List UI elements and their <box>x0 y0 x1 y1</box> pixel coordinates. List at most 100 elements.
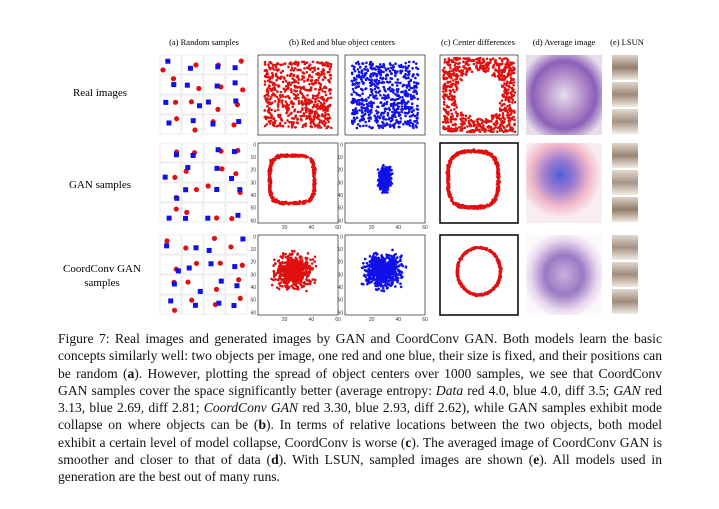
scatter-dot <box>270 108 273 112</box>
scatter-dot <box>400 100 404 103</box>
scatter-dot <box>446 166 449 170</box>
scatter-dot <box>328 92 332 95</box>
red-object <box>219 166 225 172</box>
scatter-dot <box>365 261 369 265</box>
scatter-dot <box>290 120 293 124</box>
scatter-dot <box>310 86 313 89</box>
scatter-dot <box>305 100 309 104</box>
scatter-dot <box>471 58 475 62</box>
scatter-dot <box>286 94 290 98</box>
x-tick-label: 40 <box>309 225 315 231</box>
scatter-dot <box>442 95 445 99</box>
scatter-dot <box>300 273 303 277</box>
scatter-dot <box>309 88 313 92</box>
scatter-dot <box>500 69 504 72</box>
blue-object <box>232 80 238 86</box>
scatter-dot <box>456 68 459 71</box>
x-tick-label: 60 <box>335 225 341 231</box>
scatter-dot <box>305 277 308 281</box>
scatter-dot <box>296 110 300 114</box>
column-header: (d) Average image <box>533 37 596 47</box>
scatter-dot <box>389 89 392 93</box>
scatter-dot <box>511 61 514 65</box>
red-object <box>188 99 195 105</box>
scatter-dot <box>321 78 325 82</box>
blue-object <box>214 165 220 171</box>
scatter-dot <box>287 269 291 272</box>
scatter-dot <box>479 65 483 68</box>
scatter-dot <box>369 79 373 83</box>
scatter-dot <box>442 100 446 104</box>
scatter-dot <box>456 112 459 116</box>
scatter-dot <box>447 97 451 101</box>
scatter-dot <box>392 107 395 110</box>
scatter-dot <box>466 130 469 134</box>
scatter-dot <box>267 63 270 66</box>
scatter-dot <box>412 126 415 130</box>
scatter-dot <box>291 280 295 283</box>
scatter-dot <box>328 67 332 71</box>
scatter-dot <box>397 111 401 114</box>
scatter-dot <box>324 117 327 120</box>
red-object <box>205 183 211 189</box>
scatter-dot <box>364 108 368 112</box>
scatter-dot <box>445 71 449 74</box>
scatter-dot <box>399 117 403 120</box>
scatter-dot <box>372 82 376 86</box>
scatter-dot <box>442 77 446 81</box>
blue-object <box>208 261 214 267</box>
scatter-dot <box>416 97 420 101</box>
scatter-dot <box>468 130 472 133</box>
scatter-dot <box>392 105 395 108</box>
scatter-dot <box>490 120 493 123</box>
scatter-dot <box>390 102 393 106</box>
scatter-dot <box>404 120 407 124</box>
scatter-dot <box>409 79 413 83</box>
scatter-dot <box>368 281 371 285</box>
scatter-dot <box>389 181 393 185</box>
scatter-dot <box>368 277 372 281</box>
scatter-dot <box>272 273 276 277</box>
scatter-dot <box>396 78 400 81</box>
scatter-dot <box>389 262 393 265</box>
scatter-dot <box>311 278 315 281</box>
scatter-dot <box>299 87 303 90</box>
scatter-dot <box>290 63 293 66</box>
scatter-dot <box>299 260 303 264</box>
y-tick-label: 50 <box>250 298 256 304</box>
scatter-dot <box>394 72 398 75</box>
scatter-dot <box>316 61 319 64</box>
scatter-dot <box>277 113 280 117</box>
scatter-dot <box>406 100 410 103</box>
scatter-dot <box>329 62 333 66</box>
scatter-dot <box>277 124 281 127</box>
scatter-dot <box>295 260 299 264</box>
scatter-dot <box>283 265 287 269</box>
scatter-dot <box>372 101 375 105</box>
scatter-dot <box>309 99 313 102</box>
scatter-dot <box>393 69 397 73</box>
scatter-dot <box>402 75 405 79</box>
scatter-dot <box>497 67 501 71</box>
scatter-dot <box>364 87 368 90</box>
scatter-dot <box>321 121 324 125</box>
scatter-panel <box>439 234 519 316</box>
scatter-dot <box>292 69 296 72</box>
scatter-dot <box>374 68 377 71</box>
scatter-dot <box>378 187 382 191</box>
scatter-dot <box>447 191 451 195</box>
scatter-dot <box>304 199 307 203</box>
scatter-dot <box>275 68 278 71</box>
scatter-dot <box>399 71 402 75</box>
scatter-dot <box>370 273 373 277</box>
scatter-dot <box>406 119 410 123</box>
scatter-dot <box>484 69 487 73</box>
scatter-dot <box>505 125 509 128</box>
scatter-dot <box>382 93 386 97</box>
scatter-dot <box>370 270 373 274</box>
scatter-dot <box>414 62 418 65</box>
scatter-dot <box>312 94 315 98</box>
scatter-dot <box>269 160 273 163</box>
scatter-dot <box>413 96 416 100</box>
